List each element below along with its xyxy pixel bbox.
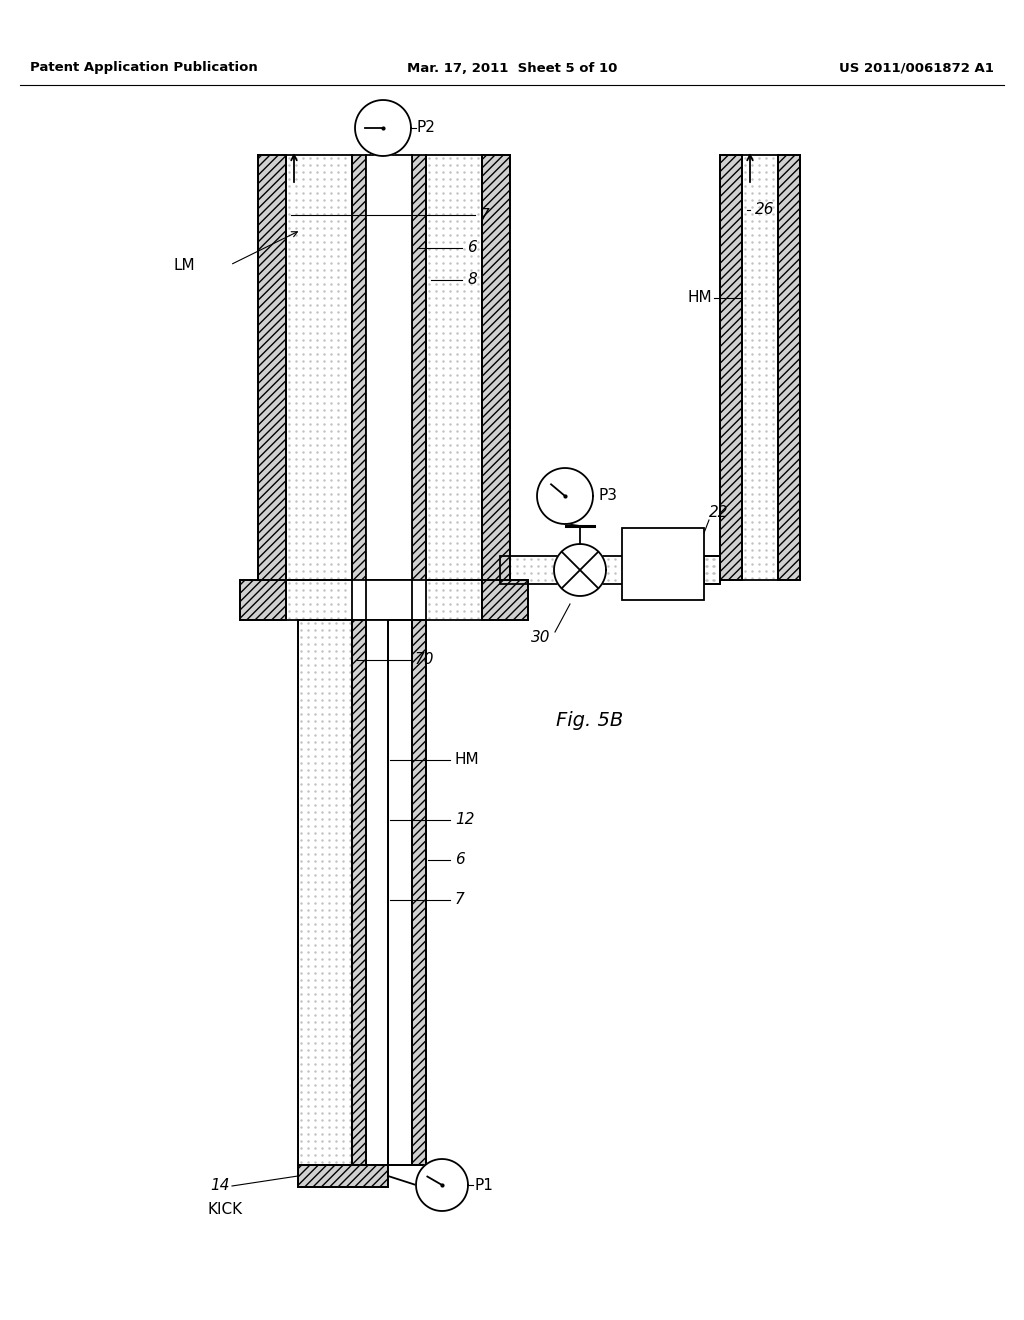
Bar [298, 1166, 388, 1187]
Bar [500, 556, 720, 583]
Polygon shape [355, 100, 411, 156]
Bar [366, 579, 412, 620]
Bar [352, 154, 366, 579]
Text: 70: 70 [415, 652, 434, 668]
Text: P1: P1 [474, 1177, 493, 1192]
Text: 14: 14 [211, 1179, 230, 1193]
Text: Mar. 17, 2011  Sheet 5 of 10: Mar. 17, 2011 Sheet 5 of 10 [407, 62, 617, 74]
Text: Fig. 5B: Fig. 5B [556, 710, 624, 730]
Text: 7: 7 [480, 207, 489, 223]
Bar [286, 579, 352, 620]
Text: HM: HM [687, 290, 712, 305]
Text: P3: P3 [599, 488, 618, 503]
Bar [426, 154, 482, 579]
Bar [240, 579, 286, 620]
Bar [720, 154, 742, 579]
Bar [412, 620, 426, 1166]
Bar [778, 154, 800, 579]
Text: 6: 6 [467, 240, 477, 256]
Text: 7: 7 [455, 892, 465, 908]
Bar [412, 154, 426, 579]
Bar [482, 579, 528, 620]
Bar [286, 154, 352, 579]
Text: P2: P2 [417, 120, 436, 136]
Text: LM: LM [173, 257, 195, 272]
Polygon shape [537, 469, 593, 524]
Bar [705, 556, 720, 583]
Bar [352, 620, 366, 1166]
Bar [482, 579, 528, 620]
Text: Patent Application Publication: Patent Application Publication [30, 62, 258, 74]
Bar [366, 154, 412, 579]
Text: HM: HM [455, 752, 479, 767]
Bar [258, 154, 286, 579]
Bar [426, 579, 482, 620]
Text: 30: 30 [530, 631, 550, 645]
Bar [622, 528, 705, 601]
Bar [388, 620, 426, 1166]
Bar [298, 620, 352, 1166]
Bar [742, 154, 778, 579]
Bar [352, 620, 366, 1166]
Bar [240, 579, 286, 620]
Text: KICK: KICK [208, 1203, 243, 1217]
Polygon shape [554, 544, 606, 597]
Text: 8: 8 [467, 272, 477, 288]
Bar [298, 1166, 388, 1187]
Polygon shape [416, 1159, 468, 1210]
Bar [482, 154, 510, 579]
Bar [412, 620, 426, 1166]
Bar [720, 154, 742, 579]
Bar [366, 620, 412, 1166]
Text: 26: 26 [755, 202, 774, 218]
Text: US 2011/0061872 A1: US 2011/0061872 A1 [839, 62, 994, 74]
Text: 12: 12 [455, 813, 474, 828]
Bar [258, 154, 286, 579]
Bar [482, 154, 510, 579]
Text: 22: 22 [709, 506, 728, 520]
Bar [778, 154, 800, 579]
Text: 6: 6 [455, 853, 465, 867]
